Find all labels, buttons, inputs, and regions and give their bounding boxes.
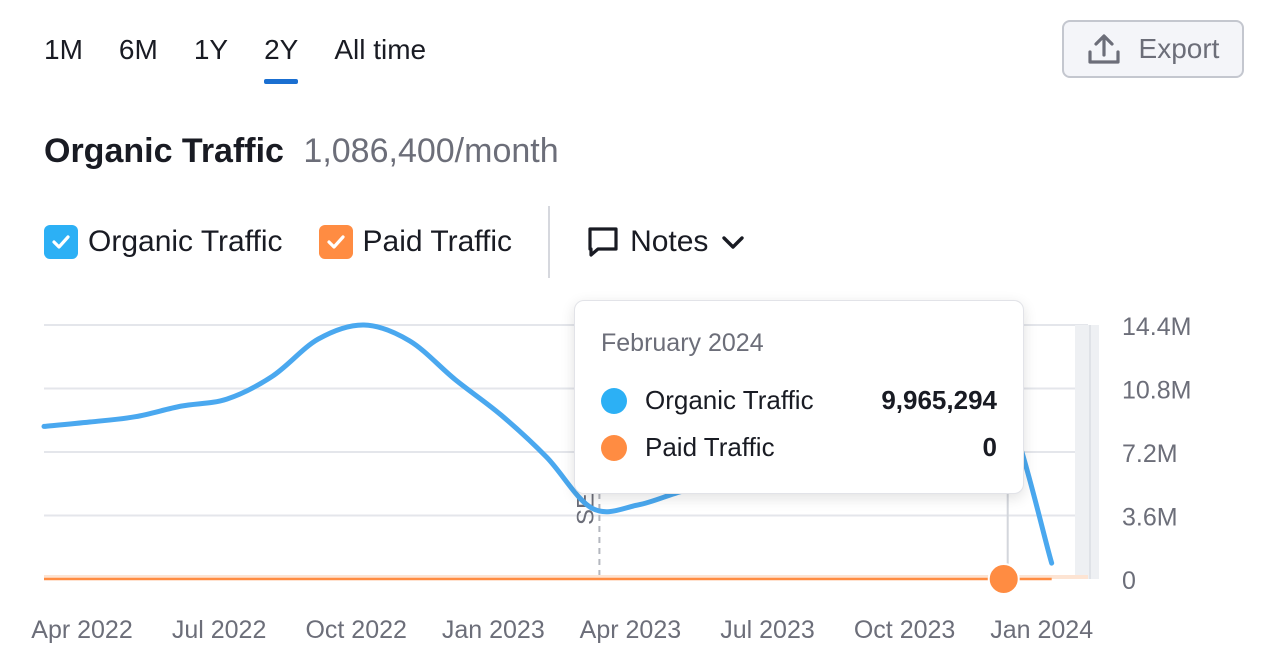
- x-tick-label: Apr 2023: [580, 616, 681, 644]
- tooltip-paid-value: 0: [982, 432, 997, 462]
- tooltip-organic-label: Organic Traffic: [645, 385, 814, 415]
- tooltip-paid-label: Paid Traffic: [645, 432, 775, 462]
- comment-icon: [588, 227, 618, 257]
- range-all-time[interactable]: All time: [334, 34, 427, 65]
- x-tick-label: Oct 2022: [305, 616, 406, 644]
- range-6m[interactable]: 6M: [118, 34, 158, 65]
- x-tick-label: Jul 2023: [720, 616, 815, 644]
- range-1y[interactable]: 1Y: [193, 34, 229, 65]
- checkbox-checked-icon[interactable]: [44, 225, 78, 259]
- y-tick-label: 0: [1122, 567, 1136, 595]
- legend-paid-label: Paid Traffic: [362, 225, 513, 258]
- legend-divider: [548, 206, 551, 278]
- upload-icon: [1087, 34, 1120, 64]
- y-tick-label: 3.6M: [1122, 504, 1178, 532]
- paid-dot-icon: [601, 434, 627, 461]
- notes-dropdown[interactable]: Notes: [586, 225, 756, 259]
- chart-tooltip: February 2024 Organic Traffic 9,965,294 …: [574, 300, 1024, 494]
- x-tick-label: Apr 2022: [31, 616, 132, 644]
- metric-title: Organic Traffic: [44, 132, 284, 170]
- range-2y[interactable]: 2Y: [264, 30, 299, 84]
- tooltip-organic-value: 9,965,294: [881, 385, 997, 415]
- tooltip-row-organic: Organic Traffic 9,965,294: [601, 385, 997, 416]
- chevron-down-icon: [722, 236, 745, 249]
- metric-value: 1,086,400/month: [303, 132, 559, 170]
- tooltip-row-paid: Paid Traffic 0: [601, 432, 997, 463]
- y-tick-label: 7.2M: [1122, 440, 1178, 468]
- x-tick-label: Jan 2024: [990, 616, 1093, 644]
- x-tick-label: Jan 2023: [442, 616, 545, 644]
- y-tick-label: 10.8M: [1122, 377, 1191, 405]
- time-range-selector: 1M 6M 1Y 2Y All time: [44, 30, 462, 84]
- legend-organic-label: Organic Traffic: [88, 225, 283, 258]
- x-tick-label: Oct 2023: [854, 616, 955, 644]
- paid-area: [44, 575, 1088, 579]
- tooltip-date: February 2024: [601, 329, 764, 357]
- export-label: Export: [1138, 33, 1220, 64]
- range-1m[interactable]: 1M: [44, 34, 83, 65]
- chart-legend: Organic Traffic Paid Traffic Notes: [44, 206, 756, 278]
- legend-paid-traffic[interactable]: Paid Traffic: [318, 225, 513, 259]
- checkbox-checked-icon[interactable]: [318, 225, 353, 259]
- y-tick-label: 14.4M: [1122, 313, 1191, 341]
- notes-label: Notes: [630, 225, 709, 258]
- export-button[interactable]: Export: [1062, 20, 1244, 78]
- plot-edge-shade: [1075, 325, 1099, 579]
- page-title: Organic Traffic 1,086,400/month: [44, 128, 559, 174]
- paid-highlight-point: [987, 563, 1020, 595]
- organic-dot-icon: [601, 387, 627, 414]
- x-tick-label: Jul 2022: [172, 616, 267, 644]
- legend-organic-traffic[interactable]: Organic Traffic: [44, 225, 283, 259]
